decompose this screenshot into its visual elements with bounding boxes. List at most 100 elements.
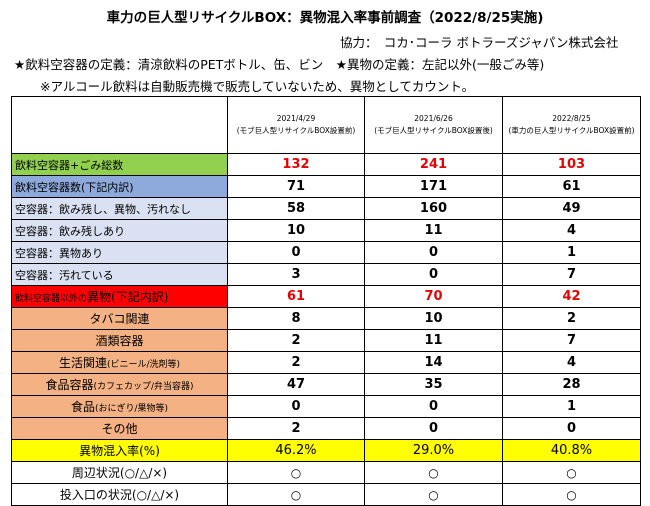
survey-table: 2021/4/29 (モブ巨人型リサイクルBOX設置前) 2021/6/26 (モブ… (11, 96, 641, 506)
row-label-empty-clean: 空容器：飲み残し、異物、汚れなし (11, 197, 228, 220)
table-cell: 132 (227, 153, 365, 176)
table-row: 生活関連(ビニール/洗剤等) 2 14 4 (11, 351, 641, 374)
table-cell: 0 (227, 395, 365, 418)
table-cell: 1 (502, 241, 641, 264)
table-cell: ○ (364, 483, 503, 506)
header-date: 2022/8/25 (552, 114, 591, 123)
table-row: 空容器：汚れている 3 0 7 (11, 263, 641, 286)
row-label-other: その他 (11, 417, 228, 440)
table-row: 空容器：飲み残しあり 10 11 4 (11, 219, 641, 242)
table-cell: 171 (364, 175, 503, 198)
table-row: 酒類容器 2 11 7 (11, 329, 641, 352)
table-cell: ○ (364, 461, 503, 484)
table-row: 食品容器(カフェカップ/弁当容器) 47 35 28 (11, 373, 641, 396)
row-label-daily-main: 生活関連 (58, 356, 107, 370)
note-text: ※アルコール飲料は自動販売機で販売していないため、異物としてカウント。 (40, 79, 475, 94)
table-cell: 58 (227, 197, 365, 220)
table-cell: 3 (227, 263, 365, 286)
row-label-food-containers-main: 食品容器 (45, 378, 94, 392)
table-row: 飲料空容器+ごみ総数 132 241 103 (11, 153, 641, 176)
table-row: 投入口の状況(○/△/×) ○ ○ ○ (11, 483, 641, 506)
page-title: 車力の巨人型リサイクルBOX：異物混入率事前調査（2022/8/25実施) (106, 10, 544, 26)
table-cell: 70 (364, 285, 503, 308)
table-cell: 160 (364, 197, 503, 220)
row-label-daily: 生活関連(ビニール/洗剤等) (11, 351, 228, 374)
table-row: タバコ関連 8 10 2 (11, 307, 641, 330)
header-sub: (モブ巨人型リサイクルBOX設置前) (236, 126, 356, 135)
table-cell: 0 (364, 417, 503, 440)
table-cell: 11 (364, 219, 503, 242)
table-cell: 47 (227, 373, 365, 396)
table-cell: 2 (502, 307, 641, 330)
table-cell: 29.0% (364, 439, 503, 462)
table-cell: 0 (364, 263, 503, 286)
table-cell: ○ (227, 461, 365, 484)
row-label-food-main: 食品 (70, 400, 95, 414)
row-label-dirty: 空容器：汚れている (11, 263, 228, 286)
table-cell: 0 (227, 241, 365, 264)
table-cell: ○ (502, 483, 641, 506)
header-row: 2021/4/29 (モブ巨人型リサイクルBOX設置前) 2021/6/26 (モブ… (11, 96, 641, 154)
table-cell: 46.2% (227, 439, 365, 462)
row-label-alcohol: 酒類容器 (11, 329, 228, 352)
row-label-food-sub: (おにぎり/果物等) (94, 404, 169, 414)
header-date: 2021/6/26 (414, 114, 453, 123)
table-cell: 14 (364, 351, 503, 374)
table-cell: 42 (502, 285, 641, 308)
row-label-total: 飲料空容器+ごみ総数 (11, 153, 228, 176)
table-cell: 2 (227, 329, 365, 352)
table-cell: 2 (227, 351, 365, 374)
table-cell: 10 (227, 219, 365, 242)
table-cell: 7 (502, 263, 641, 286)
table-row: 飲料空容器以外の異物(下記内訳) 61 70 42 (11, 285, 641, 308)
row-label-food: 食品(おにぎり/果物等) (11, 395, 228, 418)
row-label-surroundings: 周辺状況(○/△/×) (11, 461, 228, 484)
table-cell: 241 (364, 153, 503, 176)
definitions-text: ★飲料空容器の定義：清涼飲料のPETボトル、缶、ビン ★異物の定義：左記以外(一… (14, 57, 545, 72)
table-cell: 40.8% (502, 439, 641, 462)
row-label-food-containers: 食品容器(カフェカップ/弁当容器) (11, 373, 228, 396)
table-cell: 61 (227, 285, 365, 308)
header-sub: (車力の巨人型リサイクルBOX設置前) (508, 126, 635, 135)
row-label-daily-sub: (ビニール/洗剤等) (106, 360, 181, 370)
table-cell: 0 (364, 395, 503, 418)
table-cell: 103 (502, 153, 641, 176)
header-corner (11, 96, 228, 154)
row-label-foreign-main: 異物(下記内訳) (87, 290, 169, 304)
table-row: 異物混入率(%) 46.2% 29.0% 40.8% (11, 439, 641, 462)
header-col-3: 2022/8/25 (車力の巨人型リサイクルBOX設置前) (502, 96, 641, 154)
table-row: 空容器：飲み残し、異物、汚れなし 58 160 49 (11, 197, 641, 220)
table-cell: 8 (227, 307, 365, 330)
header-col-1: 2021/4/29 (モブ巨人型リサイクルBOX設置前) (227, 96, 365, 154)
table-cell: 28 (502, 373, 641, 396)
row-label-foreign: 飲料空容器以外の異物(下記内訳) (11, 285, 228, 308)
table-row: その他 2 0 0 (11, 417, 641, 440)
cooperation-text: 協力： コカ･コーラ ボトラーズジャパン株式会社 (340, 35, 619, 50)
row-label-leftover: 空容器：飲み残しあり (11, 219, 228, 242)
table-row: 空容器：異物あり 0 0 1 (11, 241, 641, 264)
header-sub: (モブ巨人型リサイクルBOX設置後) (374, 126, 493, 135)
table-cell: 71 (227, 175, 365, 198)
table-row: 飲料空容器数(下記内訳) 71 171 61 (11, 175, 641, 198)
row-label-rate: 異物混入率(%) (11, 439, 228, 462)
table-cell: 61 (502, 175, 641, 198)
table-cell: 49 (502, 197, 641, 220)
table-row: 食品(おにぎり/果物等) 0 0 1 (11, 395, 641, 418)
table-row: 周辺状況(○/△/×) ○ ○ ○ (11, 461, 641, 484)
row-label-food-containers-sub: (カフェカップ/弁当容器) (93, 382, 194, 392)
table-cell: 0 (502, 417, 641, 440)
table-cell: 4 (502, 351, 641, 374)
table-cell: 35 (364, 373, 503, 396)
row-label-tobacco: タバコ関連 (11, 307, 228, 330)
row-label-foreign-prefix: 飲料空容器以外の (15, 294, 88, 304)
table-cell: 11 (364, 329, 503, 352)
row-label-foreign-in: 空容器：異物あり (11, 241, 228, 264)
table-cell: 1 (502, 395, 641, 418)
table-cell: 10 (364, 307, 503, 330)
table-cell: 0 (364, 241, 503, 264)
table-cell: 2 (227, 417, 365, 440)
header-col-2: 2021/6/26 (モブ巨人型リサイクルBOX設置後) (364, 96, 503, 154)
row-label-inlet: 投入口の状況(○/△/×) (11, 483, 228, 506)
row-label-containers: 飲料空容器数(下記内訳) (11, 175, 228, 198)
